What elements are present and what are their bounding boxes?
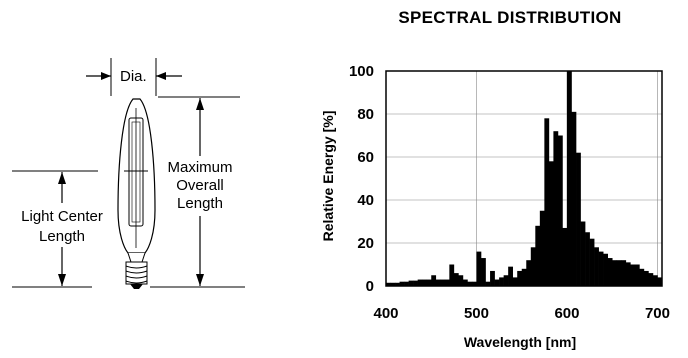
bar (494, 279, 500, 286)
bar (426, 279, 432, 286)
max-length-label-line2: Overall (176, 177, 224, 194)
bar (553, 131, 559, 286)
bar (648, 273, 654, 286)
light-center-label-line2: Length (39, 228, 85, 245)
bar (417, 279, 423, 286)
bar (643, 270, 649, 286)
bar (431, 275, 437, 286)
y-tick-label: 40 (357, 192, 374, 209)
bar (440, 279, 446, 286)
bar (481, 258, 486, 286)
bar (444, 279, 450, 286)
bar (517, 270, 523, 286)
y-tick-label: 0 (366, 278, 374, 295)
x-tick-label: 400 (373, 305, 398, 322)
x-tick-labels: 400 500 600 700 (373, 305, 670, 322)
bar (395, 282, 400, 286)
bar (639, 268, 645, 286)
bar (508, 266, 513, 286)
max-length-arrow-up-icon (196, 98, 204, 110)
bar (585, 232, 590, 286)
chart-bars (386, 71, 663, 286)
bar (530, 247, 536, 286)
plot-frame (385, 70, 663, 287)
bar (576, 152, 581, 286)
chart-grid (386, 71, 662, 286)
bar (476, 251, 482, 286)
y-tick-label: 100 (349, 63, 374, 80)
chart-title: SPECTRAL DISTRIBUTION (398, 8, 622, 27)
bar (571, 111, 577, 286)
bar (630, 264, 636, 286)
bar (616, 260, 622, 286)
light-center-arrow-down-icon (58, 274, 66, 286)
bar (422, 279, 428, 286)
x-tick-label: 600 (554, 305, 579, 322)
bar (462, 279, 468, 286)
bar (471, 281, 477, 286)
bar (621, 260, 627, 286)
dia-arrow-right-icon (156, 72, 166, 80)
bar (526, 260, 532, 286)
bar (603, 253, 609, 286)
bar (485, 281, 491, 286)
lamp-diagram: Dia. Light Center Length Maximum Ov (12, 58, 245, 289)
bar (657, 277, 663, 286)
bar (435, 279, 441, 286)
bar (580, 221, 586, 286)
bar (598, 251, 604, 286)
lamp-screw-base (125, 261, 148, 289)
bar (499, 277, 504, 286)
dia-label: Dia. (120, 68, 147, 85)
bar (490, 270, 495, 286)
max-length-label-line3: Length (177, 195, 223, 212)
bar (458, 275, 464, 286)
max-length-label-bg (164, 156, 238, 216)
bar (544, 118, 550, 286)
bar (453, 273, 459, 286)
bar (634, 264, 640, 286)
bar (562, 227, 568, 286)
bar (521, 268, 527, 286)
x-axis-label: Wavelength [nm] (463, 334, 577, 350)
bar (404, 281, 409, 286)
y-tick-labels: 0 20 40 60 80 100 (349, 63, 374, 295)
bar (625, 262, 631, 286)
y-tick-label: 20 (357, 235, 374, 252)
bar (408, 280, 414, 286)
bar (399, 281, 405, 286)
bar (449, 264, 455, 286)
light-center-arrow-up-icon (58, 172, 66, 184)
y-tick-label: 60 (357, 149, 374, 166)
bar (548, 161, 554, 286)
bar (557, 135, 563, 286)
max-length-arrow-down-icon (196, 274, 204, 286)
x-tick-label: 500 (464, 305, 489, 322)
light-center-label-line1: Light Center (21, 208, 103, 225)
bar (512, 277, 518, 286)
bar (594, 247, 599, 286)
bar (539, 210, 545, 286)
x-tick-label: 700 (645, 305, 670, 322)
bar (535, 225, 541, 286)
bar (589, 238, 595, 286)
light-center-label-bg (18, 203, 108, 247)
dia-label-bg (117, 64, 155, 86)
bar (612, 260, 618, 286)
bar (652, 275, 658, 286)
bar (607, 258, 613, 286)
max-length-label-line1: Maximum (167, 159, 232, 176)
bar (467, 281, 473, 286)
bar (566, 71, 572, 286)
y-tick-label: 80 (357, 106, 374, 123)
dia-arrow-left-icon (101, 72, 111, 80)
bar (386, 282, 391, 286)
bar (503, 275, 509, 286)
bar (390, 282, 396, 286)
bar (413, 280, 418, 286)
